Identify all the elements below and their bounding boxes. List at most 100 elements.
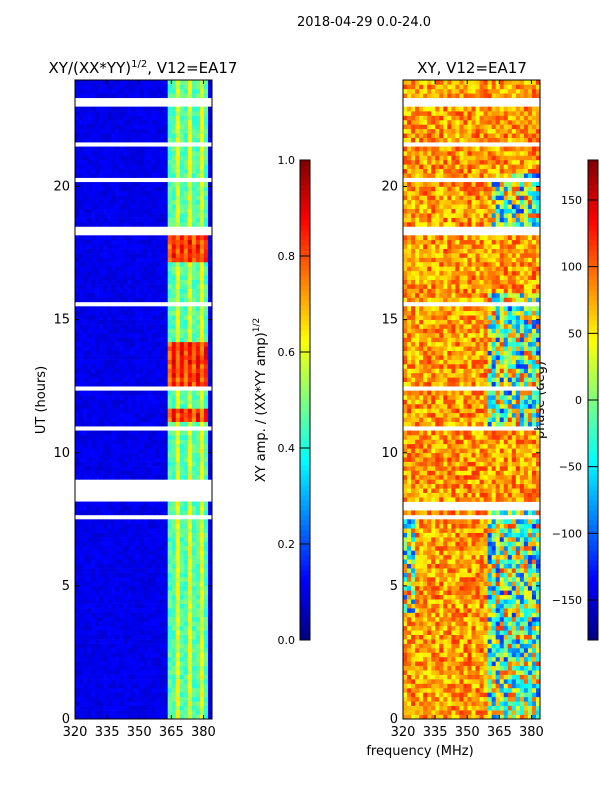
heatmap-cell bbox=[163, 612, 169, 618]
heatmap-cell bbox=[179, 652, 185, 658]
heatmap-cell bbox=[203, 710, 209, 715]
heatmap-cell bbox=[107, 714, 112, 720]
heatmap-cell bbox=[115, 599, 120, 604]
heatmap-cell bbox=[135, 253, 140, 258]
heatmap-cell bbox=[143, 261, 148, 267]
heatmap-cell bbox=[95, 377, 100, 383]
heatmap-cell bbox=[139, 568, 144, 573]
heatmap-cell bbox=[519, 701, 525, 706]
heatmap-cell bbox=[147, 84, 152, 90]
heatmap-cell bbox=[123, 417, 128, 422]
heatmap-cell bbox=[183, 390, 189, 396]
heatmap-cell bbox=[207, 137, 213, 143]
heatmap-cell bbox=[87, 692, 92, 698]
heatmap-cell bbox=[103, 466, 108, 471]
heatmap-cell bbox=[91, 119, 96, 125]
heatmap-cell bbox=[183, 173, 189, 178]
heatmap-cell bbox=[163, 506, 169, 511]
heatmap-cell bbox=[191, 217, 197, 223]
heatmap-cell bbox=[135, 696, 140, 702]
heatmap-cell bbox=[175, 692, 181, 698]
heatmap-cell bbox=[75, 133, 80, 138]
heatmap-cell bbox=[159, 119, 165, 125]
heatmap-cell bbox=[91, 257, 96, 263]
heatmap-cell bbox=[115, 541, 120, 547]
heatmap-cell bbox=[175, 137, 181, 143]
heatmap-cell bbox=[167, 616, 173, 622]
heatmap-cell bbox=[79, 155, 84, 161]
heatmap-cell bbox=[115, 168, 120, 174]
heatmap-cell bbox=[495, 665, 501, 671]
heatmap-cell bbox=[195, 577, 201, 582]
heatmap-cell bbox=[187, 390, 193, 396]
heatmap-cell bbox=[171, 435, 177, 440]
heatmap-cell bbox=[143, 532, 148, 538]
heatmap-cell bbox=[183, 80, 189, 85]
heatmap-cell bbox=[147, 687, 152, 693]
heatmap-cell bbox=[155, 696, 161, 702]
heatmap-cell bbox=[139, 324, 144, 329]
heatmap-cell bbox=[115, 235, 120, 241]
heatmap-cell bbox=[119, 128, 124, 134]
heatmap-cell bbox=[203, 541, 209, 547]
heatmap-cell bbox=[171, 443, 177, 449]
heatmap-cell bbox=[155, 523, 161, 529]
heatmap-cell bbox=[199, 381, 205, 387]
heatmap-cell bbox=[103, 417, 108, 422]
heatmap-cell bbox=[123, 324, 128, 329]
heatmap-cell bbox=[195, 146, 201, 152]
heatmap-cell bbox=[187, 639, 193, 644]
heatmap-cell bbox=[91, 710, 96, 715]
heatmap-cell bbox=[103, 111, 108, 116]
heatmap-cell bbox=[143, 168, 148, 174]
heatmap-cell bbox=[155, 616, 161, 622]
heatmap-cell bbox=[167, 137, 173, 143]
heatmap-cell bbox=[107, 288, 112, 294]
heatmap-cell bbox=[203, 395, 209, 400]
heatmap-cell bbox=[527, 714, 533, 720]
heatmap-cell bbox=[195, 159, 201, 165]
heatmap-cell bbox=[123, 222, 128, 227]
heatmap-cell bbox=[139, 714, 144, 720]
heatmap-cell bbox=[167, 146, 173, 152]
heatmap-cell bbox=[115, 457, 120, 462]
heatmap-cell bbox=[91, 266, 96, 272]
colorbar-segment bbox=[300, 595, 310, 601]
heatmap-cell bbox=[103, 137, 108, 143]
heatmap-cell bbox=[107, 377, 112, 383]
heatmap-cell bbox=[159, 395, 165, 400]
heatmap-cell bbox=[123, 133, 128, 138]
heatmap-cell bbox=[95, 257, 100, 263]
heatmap-cell bbox=[191, 470, 197, 476]
heatmap-cell bbox=[171, 124, 177, 130]
heatmap-cell bbox=[91, 279, 96, 285]
heatmap-cell bbox=[111, 581, 116, 587]
heatmap-cell bbox=[103, 612, 108, 618]
heatmap-cell bbox=[199, 519, 205, 525]
heatmap-cell bbox=[111, 332, 116, 338]
heatmap-cell bbox=[135, 710, 140, 715]
heatmap-cell bbox=[403, 683, 408, 689]
heatmap-cell bbox=[131, 297, 136, 303]
heatmap-cell bbox=[119, 417, 124, 422]
heatmap-cell bbox=[163, 261, 169, 267]
heatmap-cell bbox=[163, 523, 169, 529]
heatmap-cell bbox=[187, 687, 193, 693]
heatmap-cell bbox=[207, 288, 213, 294]
heatmap-cell bbox=[155, 568, 161, 573]
heatmap-cell bbox=[103, 643, 108, 649]
heatmap-cell bbox=[163, 648, 169, 653]
heatmap-cell bbox=[159, 474, 165, 480]
heatmap-cell bbox=[179, 577, 185, 582]
heatmap-cell bbox=[187, 665, 193, 671]
heatmap-cell bbox=[103, 173, 108, 178]
heatmap-cell bbox=[91, 372, 96, 378]
heatmap-cell bbox=[87, 661, 92, 667]
heatmap-cell bbox=[199, 603, 205, 609]
heatmap-cell bbox=[415, 696, 420, 702]
heatmap-cell bbox=[119, 665, 124, 671]
heatmap-cell bbox=[199, 692, 205, 698]
heatmap-cell bbox=[203, 648, 209, 653]
heatmap-cell bbox=[203, 528, 209, 533]
heatmap-cell bbox=[187, 151, 193, 156]
